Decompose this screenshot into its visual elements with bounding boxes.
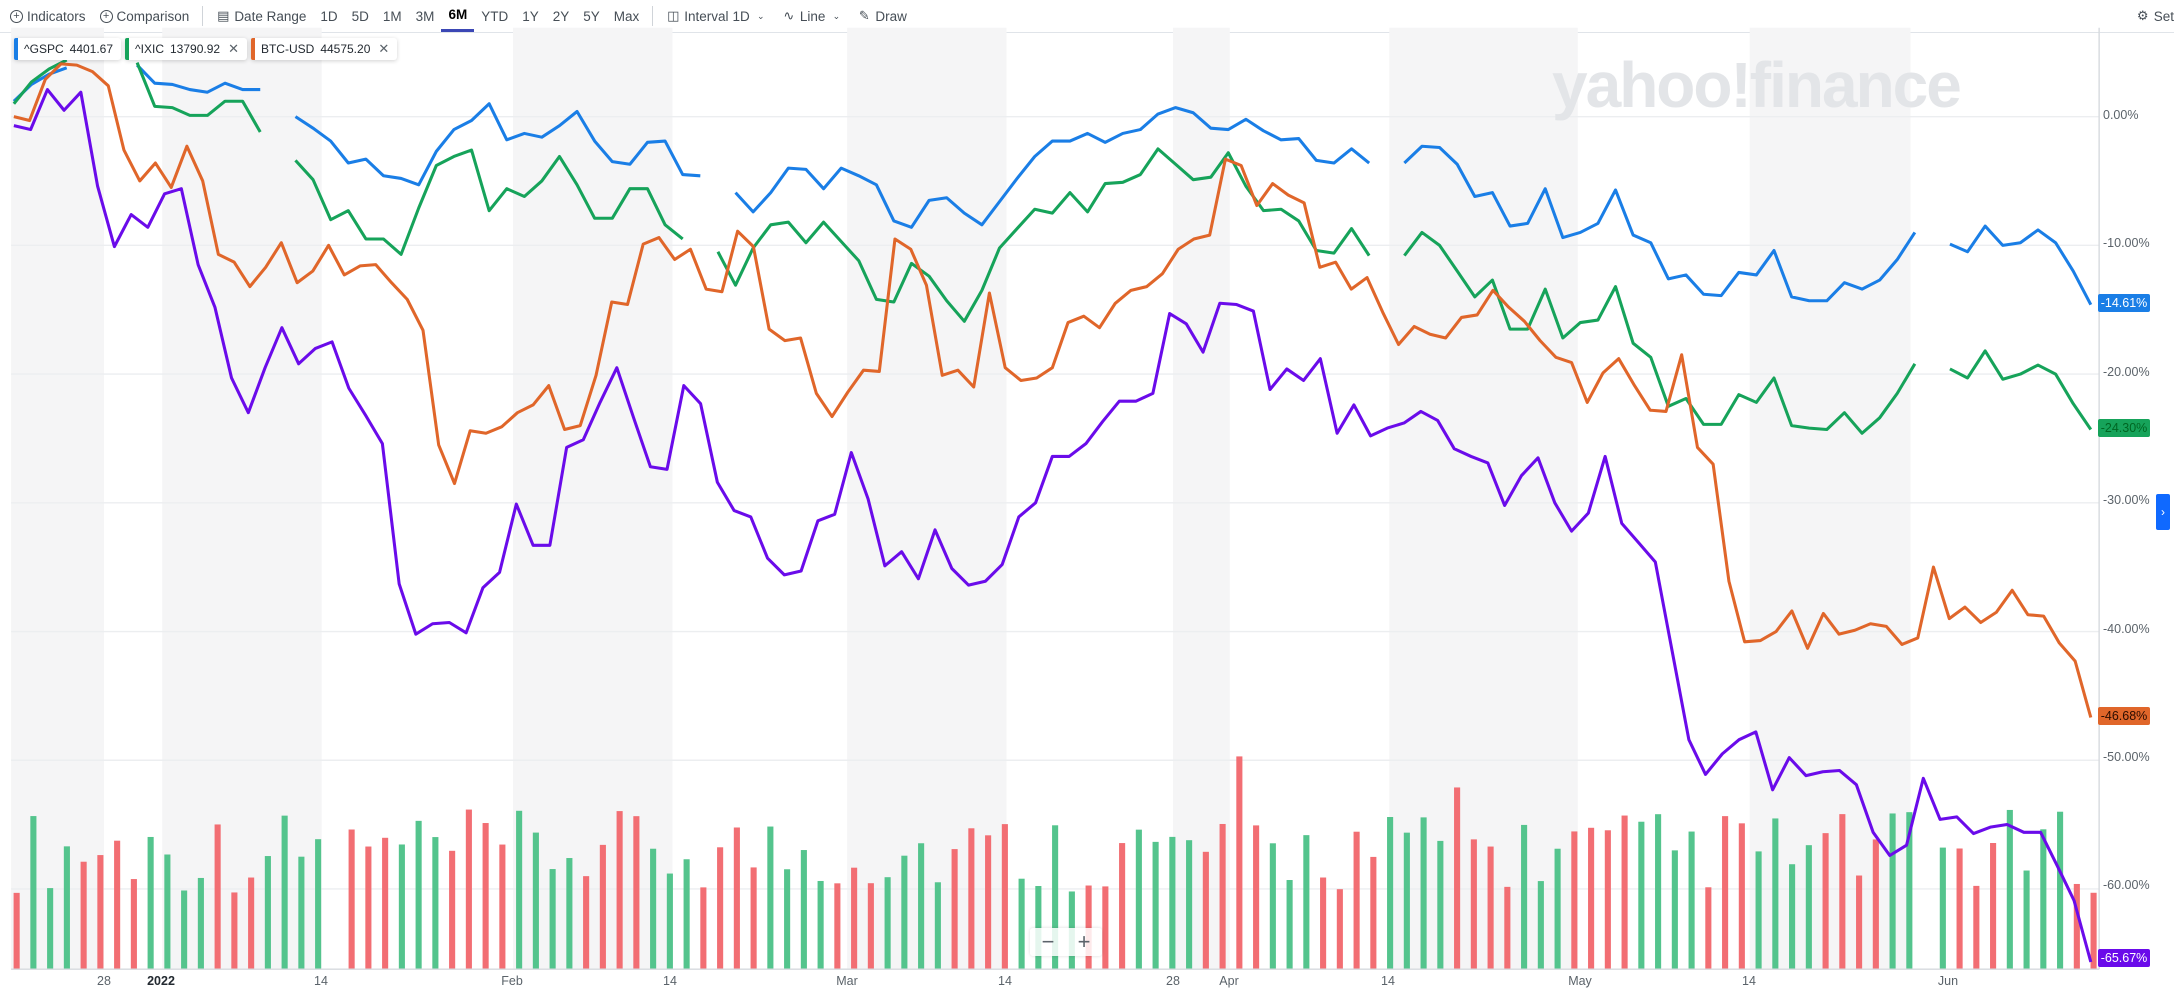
interval-icon: ◫: [667, 8, 680, 23]
indicators-label: Indicators: [27, 8, 86, 24]
range-ytd[interactable]: YTD: [481, 8, 509, 24]
y-axis-label: -60.00%: [2103, 878, 2150, 892]
series-color-swatch: [14, 38, 18, 60]
legend-value: 4401.67: [69, 42, 114, 56]
toolbar-divider: [652, 6, 654, 26]
y-axis-label: 0.00%: [2103, 108, 2139, 122]
x-axis-label: 14: [663, 974, 677, 988]
y-axis-label: -30.00%: [2103, 493, 2150, 507]
comparison-label: Comparison: [116, 8, 190, 24]
x-axis-label: Jun: [1937, 974, 1959, 988]
expand-panel-button[interactable]: ›: [2156, 494, 2170, 530]
x-axis-label: 14: [1742, 974, 1756, 988]
draw-button[interactable]: ✎ Draw: [850, 0, 914, 32]
chart-toolbar: + Indicators + Comparison ▤ Date Range 1…: [0, 0, 2174, 33]
interval-value: 1D: [732, 8, 750, 24]
yahoo-finance-watermark: yahoo!finance: [1552, 49, 1962, 121]
chart-type-dropdown[interactable]: ∿ Line ⌄: [775, 0, 851, 32]
interval-label: Interval: [684, 8, 729, 24]
date-range-label: Date Range: [234, 8, 307, 24]
remove-comparison-icon[interactable]: ✕: [378, 41, 390, 56]
legend-value: 13790.92: [170, 42, 221, 56]
x-axis-label: Apr: [1219, 974, 1239, 988]
comparison-legend: ^GSPC 4401.67 ^IXIC 13790.92 ✕ BTC-USD 4…: [14, 38, 398, 60]
legend-symbol: BTC-USD: [260, 42, 315, 56]
chevron-right-icon: ›: [2161, 505, 2165, 519]
plus-circle-icon: +: [10, 9, 23, 23]
zoom-out-button[interactable]: −: [1041, 929, 1055, 954]
draw-label: Draw: [875, 8, 907, 24]
toolbar-divider: [202, 6, 204, 26]
x-axis-label: 28: [97, 974, 111, 988]
pen-icon: ✎: [858, 8, 870, 23]
calendar-icon: ▤: [217, 8, 230, 23]
x-axis-label: 14: [998, 974, 1012, 988]
line-chart-icon: ∿: [783, 8, 795, 23]
legend-symbol: ^GSPC: [24, 42, 64, 56]
legend-chip-gspc[interactable]: ^GSPC 4401.67: [14, 38, 122, 60]
plus-circle-icon: +: [99, 9, 113, 23]
y-axis-label: -20.00%: [2103, 365, 2150, 379]
range-1m[interactable]: 1M: [382, 8, 402, 24]
date-range-button[interactable]: ▤ Date Range: [209, 0, 313, 32]
gear-icon: ⚙: [2136, 8, 2149, 23]
x-axis-label: 2022: [147, 974, 175, 988]
x-axis-label: 14: [1381, 974, 1395, 988]
legend-value: 44575.20: [320, 42, 371, 56]
settings-label: Set: [2153, 8, 2174, 24]
y-axis-label: -10.00%: [2103, 236, 2150, 250]
range-2y[interactable]: 2Y: [552, 8, 570, 24]
zoom-in-button[interactable]: +: [1077, 929, 1091, 954]
remove-comparison-icon[interactable]: ✕: [228, 41, 239, 56]
last-value-badge-purple: -65.67%: [2098, 949, 2150, 967]
zoom-controls: − +: [1030, 928, 1102, 956]
series-color-swatch: [125, 38, 130, 60]
legend-symbol: ^IXIC: [135, 42, 164, 56]
last-value-badge-btc: -46.68%: [2098, 707, 2150, 725]
indicators-button[interactable]: + Indicators: [0, 0, 93, 32]
y-axis-label: -50.00%: [2103, 750, 2150, 764]
legend-chip-btc[interactable]: BTC-USD 44575.20 ✕: [250, 38, 398, 60]
last-value-badge-gspc: -14.61%: [2098, 294, 2150, 312]
chevron-down-icon: ⌄: [757, 11, 765, 21]
range-3m[interactable]: 3M: [415, 8, 435, 24]
settings-button[interactable]: ⚙ Set: [2136, 0, 2174, 32]
range-6m[interactable]: 6M: [441, 0, 475, 32]
range-1d[interactable]: 1D: [320, 8, 338, 24]
chart-type-label: Line: [799, 8, 826, 24]
x-axis-label: Feb: [501, 974, 523, 988]
grid-lines: [11, 115, 2100, 890]
x-axis-label: May: [1568, 974, 1592, 988]
range-5y[interactable]: 5Y: [583, 8, 600, 24]
volume-bars: [13, 756, 2097, 970]
range-5d[interactable]: 5D: [351, 8, 369, 24]
series-color-swatch: [250, 38, 255, 60]
legend-chip-ixic[interactable]: ^IXIC 13790.92 ✕: [125, 38, 247, 60]
x-axis-label: 14: [314, 974, 328, 988]
x-axis-label: Mar: [836, 974, 858, 988]
range-max[interactable]: Max: [613, 8, 640, 24]
interval-dropdown[interactable]: ◫ Interval 1D ⌄: [659, 0, 775, 32]
last-value-badge-ixic: -24.30%: [2098, 419, 2150, 437]
range-1y[interactable]: 1Y: [522, 8, 539, 24]
comparison-button[interactable]: + Comparison: [93, 0, 197, 32]
x-axis-label: 28: [1166, 974, 1180, 988]
y-axis-label: -40.00%: [2103, 622, 2150, 636]
price-lines: [12, 58, 2093, 963]
chevron-down-icon: ⌄: [832, 11, 841, 21]
